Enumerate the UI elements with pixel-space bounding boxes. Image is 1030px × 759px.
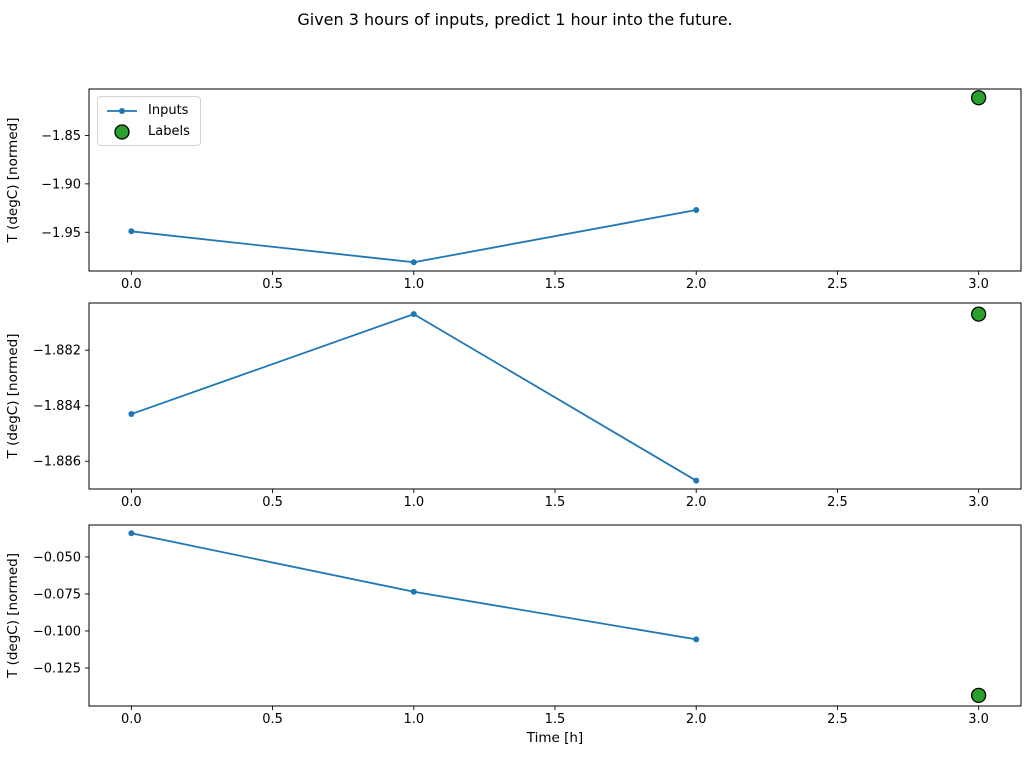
y-tick-label: −1.886 (33, 455, 81, 470)
x-tick-label: 3.0 (968, 495, 989, 510)
x-tick-label: 3.0 (968, 712, 989, 727)
x-tick-label: 3.0 (968, 277, 989, 292)
x-tick-label: 1.5 (545, 495, 566, 510)
subplot-2: 0.0 0.5 1.0 1.5 2.0 2.5 3.0 −1.882 −1.884 −1.886 T… (5, 302, 1022, 510)
y-axis-label: T (degC) [normed] (5, 334, 21, 460)
subplot-1: 0.0 0.5 1.0 1.5 2.0 2.5 3.0 −1.85 −1.90 −1.95 T (d… (5, 88, 1022, 292)
y-tick-label: −1.95 (41, 226, 81, 241)
y-tick-label: −1.884 (33, 399, 81, 414)
x-tick-label: 1.5 (545, 712, 566, 727)
y-axis-label: T (degC) [normed] (5, 553, 21, 679)
x-tick-label: 0.0 (121, 712, 142, 727)
inputs-point (128, 530, 135, 537)
line-with-dot-icon (105, 104, 139, 118)
inputs-point (410, 588, 417, 595)
legend-label-inputs: Inputs (148, 103, 189, 118)
axes-spines (88, 302, 1022, 490)
x-tick-label: 0.0 (121, 495, 142, 510)
figure-title: Given 3 hours of inputs, predict 1 hour … (297, 10, 733, 29)
y-tick-label: −0.100 (33, 624, 81, 639)
x-tick-label: 1.0 (403, 712, 424, 727)
inputs-point (693, 477, 700, 484)
x-tick-label: 2.0 (686, 495, 707, 510)
x-tick-label: 1.0 (403, 495, 424, 510)
legend-label-labels: Labels (148, 124, 190, 139)
x-tick-label: 1.0 (403, 277, 424, 292)
inputs-point (693, 207, 700, 214)
inputs-point (128, 411, 135, 418)
y-tick-label: −1.90 (41, 177, 81, 192)
x-tick-label: 2.5 (827, 712, 848, 727)
legend-item-labels: Labels (105, 121, 190, 142)
x-tick-label: 1.5 (545, 277, 566, 292)
y-axis-label: T (degC) [normed] (5, 118, 21, 244)
y-tick-label: −1.882 (33, 344, 81, 359)
inputs-line (131, 209, 697, 264)
x-tick-label: 0.5 (262, 495, 283, 510)
x-tick-label: 2.5 (827, 277, 848, 292)
subplot-3: 0.0 0.5 1.0 1.5 2.0 2.5 3.0 −0.050 −0.075 −0.100 −… (5, 524, 1022, 746)
x-tick-label: 2.0 (686, 712, 707, 727)
labels-point (970, 306, 987, 322)
y-tick-label: −0.075 (33, 587, 81, 602)
inputs-line (131, 313, 697, 482)
inputs-point (128, 228, 135, 235)
inputs-line (131, 532, 697, 641)
labels-point (970, 687, 987, 703)
axes-spines (88, 88, 1022, 272)
x-tick-label: 2.5 (827, 495, 848, 510)
inputs-point (693, 636, 700, 643)
inputs-point (410, 259, 417, 266)
y-tick-label: −1.85 (41, 129, 81, 144)
x-tick-label: 0.5 (262, 712, 283, 727)
inputs-point (410, 311, 417, 318)
green-circle-icon (105, 123, 139, 141)
x-tick-label: 2.0 (686, 277, 707, 292)
x-tick-label: 0.5 (262, 277, 283, 292)
labels-point (970, 90, 987, 106)
legend: Inputs Labels (97, 96, 201, 146)
y-tick-label: −0.125 (33, 661, 81, 676)
legend-item-inputs: Inputs (105, 100, 190, 121)
x-tick-label: 0.0 (121, 277, 142, 292)
x-axis-label: Time [h] (526, 730, 583, 746)
y-tick-label: −0.050 (33, 550, 81, 565)
